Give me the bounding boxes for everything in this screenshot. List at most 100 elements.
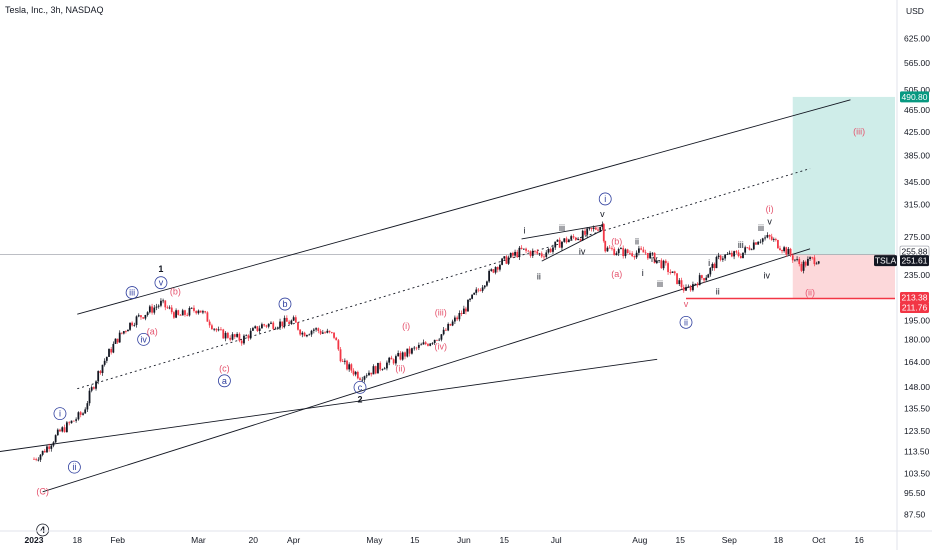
candle-body — [536, 251, 539, 254]
candle-body — [449, 323, 452, 326]
price-tick-label: 87.50 — [904, 509, 926, 519]
candle-body — [735, 251, 738, 253]
candle-body — [601, 224, 604, 227]
candle-body — [288, 321, 291, 324]
candle-body — [99, 371, 102, 374]
wave-circle — [36, 523, 50, 537]
candle-body — [372, 366, 375, 375]
candle-body — [475, 289, 478, 293]
candle-body — [817, 261, 820, 264]
candle-body — [772, 239, 775, 240]
candle-body — [116, 338, 119, 343]
candle-body — [247, 335, 250, 339]
candle-body — [796, 258, 798, 260]
target-zone — [792, 96, 895, 255]
candle-body — [547, 248, 550, 253]
price-tick-label: 123.50 — [904, 426, 930, 436]
candle-body — [59, 429, 61, 432]
candle-body — [483, 285, 486, 288]
candle-body — [79, 412, 82, 415]
candle-body — [319, 330, 322, 334]
candle-body — [108, 349, 110, 357]
candle-body — [685, 287, 687, 291]
candle-body — [667, 263, 669, 273]
candle-body — [166, 307, 169, 309]
candle-body — [770, 236, 773, 240]
candle-body — [525, 248, 527, 251]
price-tag-stop — [900, 292, 929, 304]
candle-body — [703, 278, 705, 281]
wave-label: i — [604, 194, 606, 204]
wave-label: (i) — [766, 204, 774, 214]
candle-body — [726, 254, 729, 255]
candle-body — [744, 247, 747, 253]
candle-body — [538, 253, 541, 255]
candle-body — [281, 321, 284, 327]
candle-body — [420, 344, 423, 346]
candle-body — [133, 324, 136, 326]
candle-body — [692, 284, 694, 291]
candle-body — [492, 269, 495, 273]
candle-body — [626, 249, 629, 253]
candle-body — [783, 247, 785, 252]
upper-channel-line — [77, 99, 851, 315]
candle-body — [160, 300, 162, 306]
wave-labels: (C)4iiiiiiivv1(b)(a)(c)abc2(i)(ii)(iii)(… — [36, 127, 865, 537]
currency-label: USD — [906, 6, 924, 16]
candle-body — [86, 403, 89, 410]
candle-body — [768, 235, 771, 237]
candle-body — [436, 339, 438, 341]
price-tag-label: 490.80 — [902, 92, 928, 102]
candle-body — [374, 366, 377, 374]
candle-body — [297, 322, 299, 330]
candle-body — [335, 337, 338, 341]
candle-body — [256, 326, 259, 331]
candle-body — [565, 238, 568, 243]
candle-body — [208, 321, 211, 326]
time-tick-label: 18 — [774, 535, 784, 545]
candle-body — [195, 310, 198, 314]
time-tick-label: 15 — [676, 535, 686, 545]
candle-body — [739, 255, 742, 259]
candle-body — [644, 252, 647, 254]
candle-body — [390, 357, 393, 360]
candle-body — [761, 238, 764, 242]
candle-body — [337, 340, 340, 350]
time-tick-label: Sep — [722, 535, 737, 545]
candle-body — [401, 352, 404, 360]
candle-body — [742, 252, 744, 259]
base-trend-line — [0, 358, 658, 452]
candle-body — [168, 307, 171, 309]
candle-body — [617, 249, 620, 254]
wave-label: ii — [684, 317, 688, 327]
price-tag-label: 213.38 — [902, 293, 928, 303]
candle-body — [512, 252, 514, 256]
candle-body — [577, 238, 580, 240]
price-tick-label: 345.00 — [904, 177, 930, 187]
price-tag-target — [900, 91, 929, 103]
candle-body — [572, 236, 575, 238]
candle-body — [142, 317, 145, 319]
time-tick-label: 2023 — [25, 535, 44, 545]
wave-label: c — [358, 382, 363, 392]
wave-circle — [53, 407, 67, 421]
candle-body — [649, 253, 652, 259]
candle-body — [129, 322, 131, 330]
candle-body — [694, 283, 697, 285]
wave-label: v — [600, 209, 605, 219]
wave-label: iii — [559, 223, 565, 233]
wave-circle — [154, 276, 168, 290]
candle-body — [118, 332, 121, 343]
candle-body — [676, 273, 678, 284]
candle-body — [611, 248, 613, 250]
candle-body — [365, 375, 368, 377]
candle-body — [326, 330, 329, 333]
candle-body — [811, 257, 814, 259]
candle-body — [65, 422, 68, 433]
candle-body — [442, 329, 445, 335]
price-tick-label: 465.00 — [904, 105, 930, 115]
candle-body — [529, 251, 532, 256]
candle-body — [488, 270, 491, 282]
candle-body — [709, 267, 712, 275]
